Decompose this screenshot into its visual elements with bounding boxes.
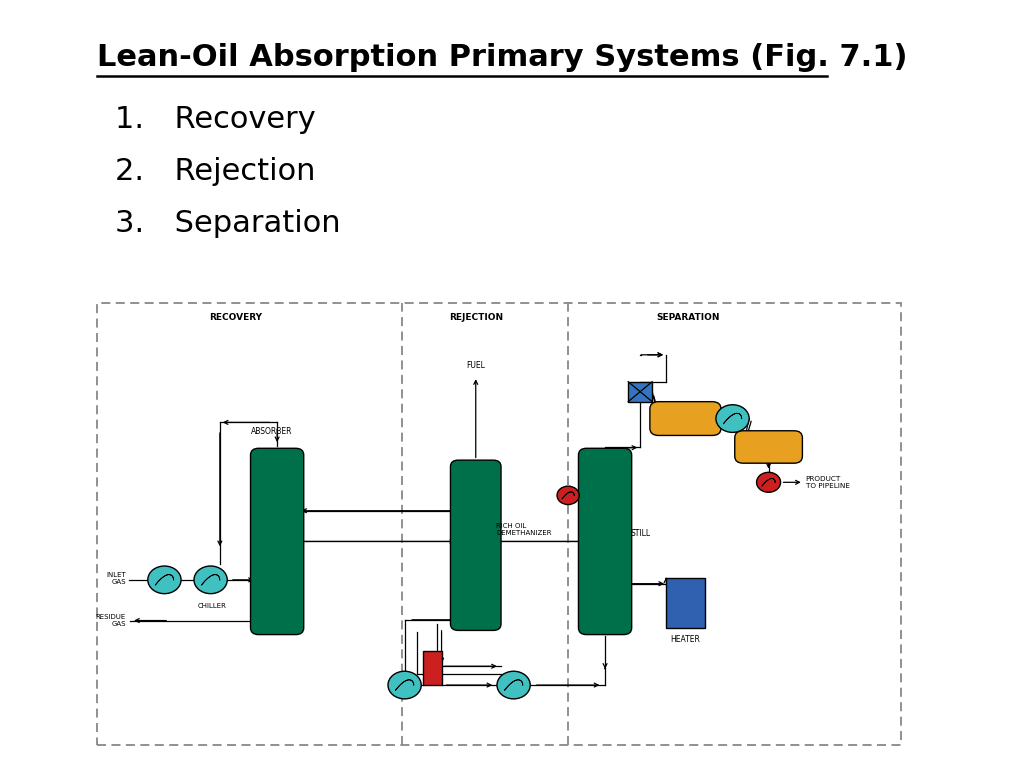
FancyBboxPatch shape xyxy=(735,431,803,463)
Bar xyxy=(423,651,441,685)
Text: Lean-Oil Absorption Primary Systems (Fig. 7.1): Lean-Oil Absorption Primary Systems (Fig… xyxy=(97,43,907,72)
FancyBboxPatch shape xyxy=(650,402,721,435)
Bar xyxy=(666,578,705,628)
Text: RECOVERY: RECOVERY xyxy=(209,313,262,322)
Text: INLET
GAS: INLET GAS xyxy=(105,572,126,584)
Circle shape xyxy=(194,566,227,594)
Circle shape xyxy=(757,472,780,492)
Text: HEATER: HEATER xyxy=(671,635,700,644)
FancyBboxPatch shape xyxy=(451,460,501,631)
Bar xyxy=(97,303,901,745)
Circle shape xyxy=(557,486,580,505)
Text: STILL: STILL xyxy=(631,529,651,538)
Text: RICH OIL
DEMETHANIZER: RICH OIL DEMETHANIZER xyxy=(496,524,552,536)
Circle shape xyxy=(716,405,750,432)
Text: REJECTION: REJECTION xyxy=(449,313,503,322)
Text: 1. Recovery: 1. Recovery xyxy=(116,104,316,134)
Text: RESIDUE
GAS: RESIDUE GAS xyxy=(95,614,126,627)
Circle shape xyxy=(147,566,181,594)
Text: ABSORBER: ABSORBER xyxy=(251,427,292,436)
Text: FUEL: FUEL xyxy=(466,361,485,370)
Circle shape xyxy=(388,671,421,699)
Circle shape xyxy=(497,671,530,699)
FancyBboxPatch shape xyxy=(579,449,632,634)
FancyBboxPatch shape xyxy=(251,449,304,634)
Text: 3. Separation: 3. Separation xyxy=(116,209,341,238)
Text: CHILLER: CHILLER xyxy=(198,603,227,609)
Text: PRODUCT
TO PIPELINE: PRODUCT TO PIPELINE xyxy=(806,476,850,488)
Bar xyxy=(628,382,652,402)
Text: SEPARATION: SEPARATION xyxy=(656,313,720,322)
Text: 2. Rejection: 2. Rejection xyxy=(116,157,316,186)
